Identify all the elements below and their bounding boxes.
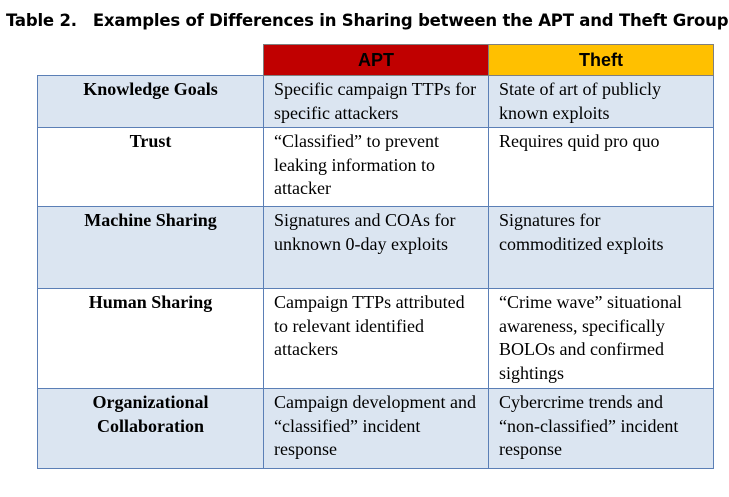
table-row: Knowledge Goals Specific campaign TTPs f… (37, 75, 714, 128)
row-label-organizational-collaboration: Organizational Collaboration (37, 388, 264, 469)
column-header-apt: APT (263, 44, 489, 76)
cell-apt-trust: “Classified” to prevent leaking informat… (263, 127, 489, 207)
header-corner (38, 45, 264, 76)
cell-theft-knowledge-goals: State of art of publicly known exploits (488, 75, 714, 128)
row-label-machine-sharing: Machine Sharing (37, 206, 264, 289)
cell-apt-machine-sharing: Signatures and COAs for unknown 0-day ex… (263, 206, 489, 289)
table-caption: Table 2. Examples of Differences in Shari… (6, 10, 729, 32)
column-header-theft: Theft (488, 44, 714, 76)
cell-theft-organizational-collaboration: Cybercrime trends and “non-classified” i… (488, 388, 714, 469)
row-label-trust: Trust (37, 127, 264, 207)
cell-theft-human-sharing: “Crime wave” situational awareness, spec… (488, 288, 714, 389)
cell-theft-machine-sharing: Signatures for commoditized exploits (488, 206, 714, 289)
cell-apt-human-sharing: Campaign TTPs attributed to relevant ide… (263, 288, 489, 389)
cell-apt-knowledge-goals: Specific campaign TTPs for specific atta… (263, 75, 489, 128)
table-row: Trust “Classified” to prevent leaking in… (37, 127, 714, 207)
comparison-table: APT Theft Knowledge Goals Specific campa… (37, 44, 714, 469)
row-label-knowledge-goals: Knowledge Goals (37, 75, 264, 128)
table-row: Human Sharing Campaign TTPs attributed t… (37, 288, 714, 389)
row-label-human-sharing: Human Sharing (37, 288, 264, 389)
cell-theft-trust: Requires quid pro quo (488, 127, 714, 207)
table-row: Machine Sharing Signatures and COAs for … (37, 206, 714, 289)
table-number: Table 2. (6, 11, 77, 30)
header-row: APT Theft (38, 44, 714, 76)
cell-apt-organizational-collaboration: Campaign development and “classified” in… (263, 388, 489, 469)
table-title: Examples of Differences in Sharing betwe… (92, 11, 729, 30)
table-row: Organizational Collaboration Campaign de… (37, 388, 714, 469)
